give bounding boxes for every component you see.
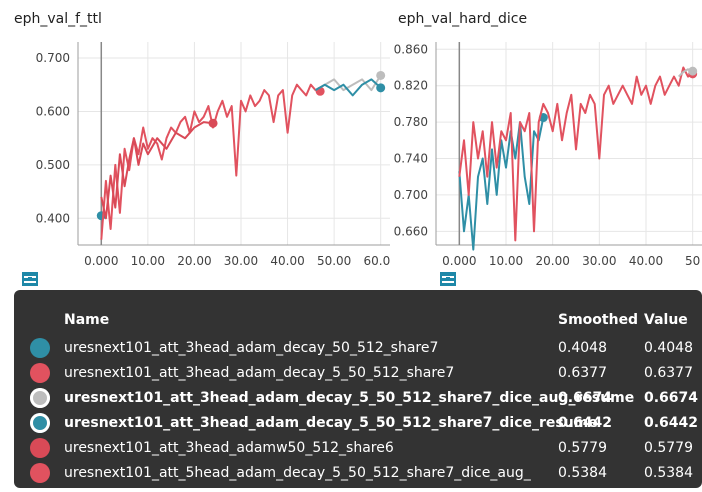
smoothed-value: 0.4048 bbox=[558, 340, 607, 356]
series-color-dot bbox=[30, 413, 50, 433]
series-color-dot bbox=[30, 338, 50, 358]
header-smoothed: Smoothed bbox=[558, 312, 639, 328]
smoothed-value: 0.5384 bbox=[558, 465, 607, 481]
fit-domain-icon[interactable] bbox=[440, 272, 512, 286]
y-tick-label: 0.740 bbox=[394, 152, 428, 166]
series-line bbox=[100, 121, 214, 220]
chart-title: eph_val_f_ttl bbox=[14, 11, 102, 27]
x-tick-label: 40.00 bbox=[629, 254, 663, 268]
x-tick-label: 0.000 bbox=[442, 254, 476, 268]
series-line bbox=[314, 74, 382, 92]
y-tick-label: 0.400 bbox=[36, 211, 70, 225]
y-tick-label: 0.820 bbox=[394, 79, 428, 93]
series-point bbox=[688, 66, 698, 76]
y-tick-label: 0.860 bbox=[394, 42, 428, 56]
x-tick-label: 10.00 bbox=[489, 254, 523, 268]
chart-toolbar bbox=[440, 272, 512, 286]
y-tick-label: 0.780 bbox=[394, 115, 428, 129]
raw-value: 0.4048 bbox=[644, 340, 693, 356]
x-tick-label: 10.00 bbox=[131, 254, 165, 268]
raw-value: 0.6377 bbox=[644, 365, 693, 381]
x-tick-label: 30.00 bbox=[582, 254, 616, 268]
run-name: uresnext101_att_3head_adam_decay_50_512_… bbox=[64, 340, 439, 356]
data-table-icon[interactable] bbox=[22, 272, 66, 286]
series-line bbox=[458, 117, 545, 251]
chart-panel-left: eph_val_f_ttl 0.700 0.600 0.500 0.400 0.000 1… bbox=[0, 0, 390, 290]
tooltip-row: uresnext101_att_5head_adam_decay_5_50_51… bbox=[14, 461, 702, 485]
raw-value: 0.5779 bbox=[644, 440, 693, 456]
raw-value: 0.5384 bbox=[644, 465, 693, 481]
run-name: uresnext101_att_3head_adam_decay_5_50_51… bbox=[64, 415, 598, 431]
x-tick-label: 50 bbox=[685, 254, 700, 268]
chart-title: eph_val_hard_dice bbox=[398, 11, 528, 27]
chart-right[interactable]: 0.860 0.820 0.780 0.740 0.700 0.660 0.000 10.00… bbox=[390, 0, 702, 290]
y-tick-label: 0.660 bbox=[394, 224, 428, 238]
tooltip-row: uresnext101_att_3head_adamw50_512_share6… bbox=[14, 436, 702, 460]
y-tick-label: 0.600 bbox=[36, 104, 70, 118]
raw-value: 0.6674 bbox=[644, 390, 699, 406]
x-tick-label: 60.00 bbox=[364, 254, 390, 268]
smoothed-value: 0.6377 bbox=[558, 365, 607, 381]
series-color-dot bbox=[30, 363, 50, 383]
run-name: uresnext101_att_3head_adam_decay_5_50_51… bbox=[64, 365, 455, 381]
series-color-dot bbox=[30, 463, 50, 483]
run-name: uresnext101_att_5head_adam_decay_5_50_51… bbox=[64, 465, 531, 481]
hover-tooltip: Name Smoothed Value uresnext101_att_3hea… bbox=[14, 290, 702, 488]
chart-toolbar bbox=[22, 272, 94, 286]
smoothed-value: 0.5779 bbox=[558, 440, 607, 456]
series-line bbox=[100, 83, 321, 240]
header-name: Name bbox=[64, 312, 110, 328]
tooltip-row: uresnext101_att_3head_adam_decay_5_50_51… bbox=[14, 361, 702, 385]
tooltip-row: uresnext101_att_3head_adam_decay_50_512_… bbox=[14, 336, 702, 360]
x-tick-label: 30.00 bbox=[224, 254, 258, 268]
x-tick-label: 20.00 bbox=[177, 254, 211, 268]
y-tick-label: 0.500 bbox=[36, 158, 70, 172]
x-tick-label: 0.000 bbox=[84, 254, 118, 268]
series-line bbox=[458, 66, 694, 242]
fit-domain-icon[interactable] bbox=[22, 272, 94, 286]
header-value: Value bbox=[644, 312, 688, 328]
smoothed-value: 0.6442 bbox=[558, 415, 613, 431]
smoothed-value: 0.6674 bbox=[558, 390, 613, 406]
chart-panel-right: eph_val_hard_dice 0.860 0.820 0.780 0.740 0.… bbox=[390, 0, 702, 290]
series-color-dot bbox=[30, 438, 50, 458]
series-color-dot bbox=[30, 388, 50, 408]
tooltip-row: uresnext101_att_3head_adam_decay_5_50_51… bbox=[14, 411, 702, 435]
series-line bbox=[314, 78, 382, 97]
series-point bbox=[208, 118, 218, 128]
run-name: uresnext101_att_3head_adam_decay_5_50_51… bbox=[64, 390, 635, 406]
series-point bbox=[376, 83, 386, 93]
y-tick-label: 0.700 bbox=[394, 188, 428, 202]
data-table-icon[interactable] bbox=[440, 272, 484, 286]
x-tick-label: 40.00 bbox=[270, 254, 304, 268]
x-tick-label: 20.00 bbox=[535, 254, 569, 268]
raw-value: 0.6442 bbox=[644, 415, 699, 431]
tooltip-row: uresnext101_att_3head_adam_decay_5_50_51… bbox=[14, 386, 702, 410]
y-tick-label: 0.700 bbox=[36, 51, 70, 65]
x-tick-label: 50.00 bbox=[317, 254, 351, 268]
series-point bbox=[376, 70, 386, 80]
chart-left[interactable]: 0.700 0.600 0.500 0.400 0.000 10.00 20.00 30.00… bbox=[0, 0, 390, 290]
run-name: uresnext101_att_3head_adamw50_512_share6 bbox=[64, 440, 394, 456]
